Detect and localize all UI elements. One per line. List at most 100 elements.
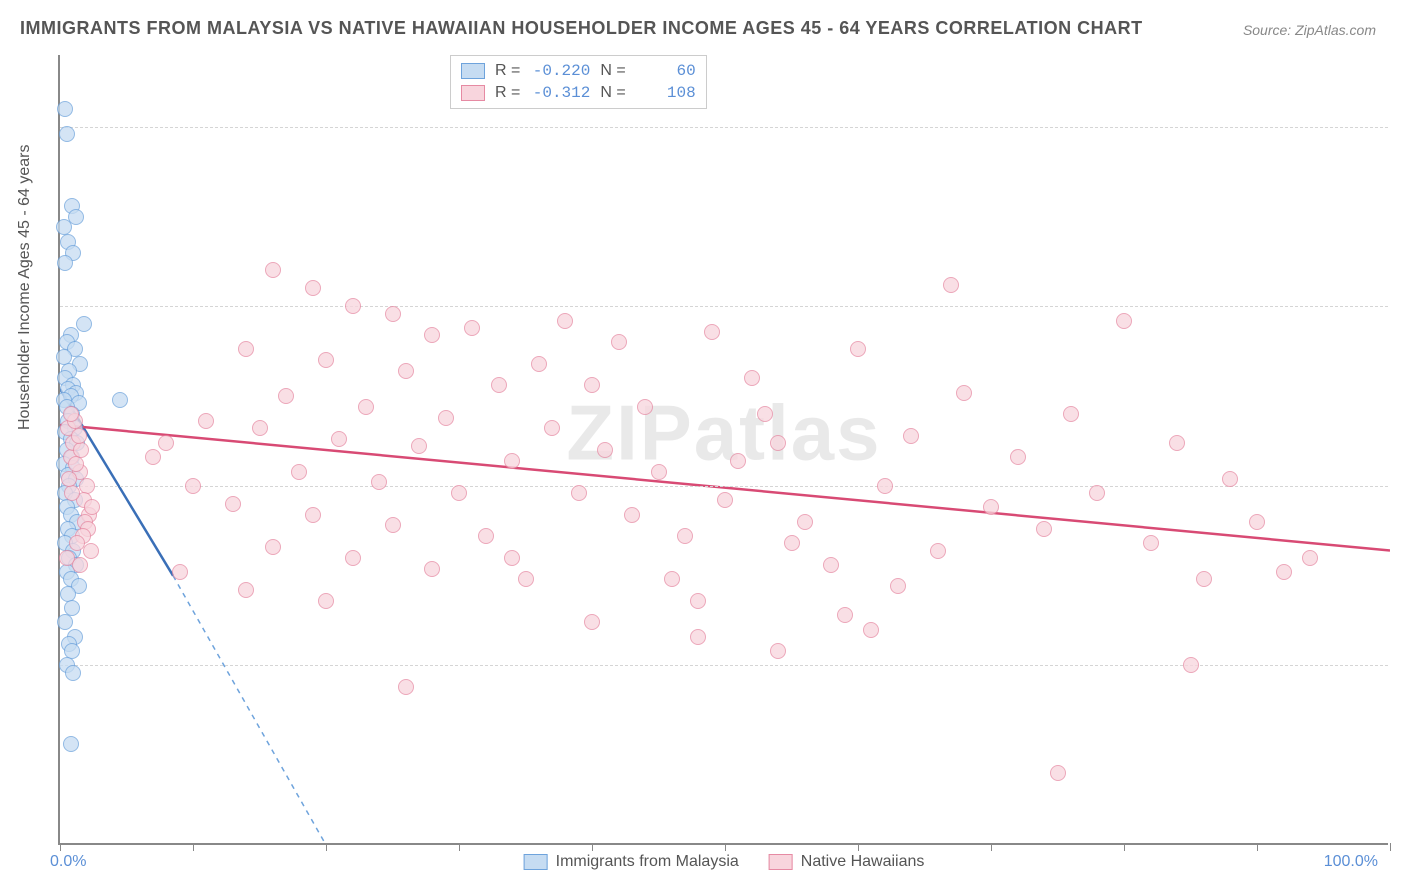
scatter-point (624, 507, 640, 523)
scatter-point (531, 356, 547, 372)
scatter-point (79, 478, 95, 494)
scatter-point (770, 435, 786, 451)
scatter-point (112, 392, 128, 408)
y-tick-label: $150,000 (1398, 297, 1406, 315)
legend-label: Native Hawaiians (801, 853, 925, 871)
scatter-point (238, 582, 254, 598)
scatter-point (544, 420, 560, 436)
scatter-point (890, 578, 906, 594)
scatter-point (597, 442, 613, 458)
scatter-point (518, 571, 534, 587)
scatter-point (690, 593, 706, 609)
scatter-point (770, 643, 786, 659)
gridline-h (60, 127, 1388, 128)
scatter-point (611, 334, 627, 350)
x-tick (459, 843, 460, 851)
scatter-point (797, 514, 813, 530)
scatter-point (305, 280, 321, 296)
source-attribution: Source: ZipAtlas.com (1243, 22, 1376, 38)
scatter-point (411, 438, 427, 454)
scatter-point (305, 507, 321, 523)
scatter-point (252, 420, 268, 436)
scatter-point (59, 126, 75, 142)
scatter-point (1116, 313, 1132, 329)
x-tick (1124, 843, 1125, 851)
scatter-point (651, 464, 667, 480)
scatter-point (1063, 406, 1079, 422)
scatter-point (65, 665, 81, 681)
scatter-point (358, 399, 374, 415)
chart-title: IMMIGRANTS FROM MALAYSIA VS NATIVE HAWAI… (20, 18, 1143, 39)
gridline-h (60, 306, 1388, 307)
series-legend: Immigrants from Malaysia Native Hawaiians (524, 853, 925, 871)
scatter-point (345, 550, 361, 566)
scatter-point (438, 410, 454, 426)
scatter-point (61, 471, 77, 487)
scatter-point (158, 435, 174, 451)
legend-item: Immigrants from Malaysia (524, 853, 739, 871)
y-tick-label: $50,000 (1398, 656, 1406, 674)
x-tick (991, 843, 992, 851)
scatter-point (557, 313, 573, 329)
scatter-point (903, 428, 919, 444)
stat-r-label: R = (495, 60, 520, 82)
scatter-point (225, 496, 241, 512)
scatter-point (584, 614, 600, 630)
scatter-point (63, 736, 79, 752)
stat-n-value: 108 (636, 82, 696, 104)
x-tick (1390, 843, 1391, 851)
stat-r-value: -0.312 (530, 82, 590, 104)
legend-swatch (461, 63, 485, 79)
gridline-h (60, 486, 1388, 487)
scatter-point (424, 327, 440, 343)
scatter-point (265, 539, 281, 555)
scatter-point (424, 561, 440, 577)
stat-n-label: N = (600, 82, 625, 104)
scatter-point (385, 306, 401, 322)
scatter-point (690, 629, 706, 645)
scatter-point (398, 363, 414, 379)
scatter-point (331, 431, 347, 447)
scatter-point (1276, 564, 1292, 580)
scatter-point (504, 453, 520, 469)
y-axis-title: Householder Income Ages 45 - 64 years (16, 145, 34, 431)
stat-n-value: 60 (636, 60, 696, 82)
scatter-point (704, 324, 720, 340)
scatter-point (345, 298, 361, 314)
scatter-point (318, 593, 334, 609)
scatter-point (956, 385, 972, 401)
scatter-point (1036, 521, 1052, 537)
x-tick (592, 843, 593, 851)
scatter-point (1169, 435, 1185, 451)
scatter-point (57, 255, 73, 271)
scatter-point (664, 571, 680, 587)
legend-swatch (769, 854, 793, 870)
x-tick (193, 843, 194, 851)
scatter-point (637, 399, 653, 415)
scatter-point (757, 406, 773, 422)
scatter-point (1050, 765, 1066, 781)
scatter-point (72, 557, 88, 573)
scatter-point (145, 449, 161, 465)
scatter-point (717, 492, 733, 508)
scatter-point (198, 413, 214, 429)
scatter-point (83, 543, 99, 559)
scatter-point (185, 478, 201, 494)
stat-r-label: R = (495, 82, 520, 104)
stat-r-value: -0.220 (530, 60, 590, 82)
scatter-point (1249, 514, 1265, 530)
scatter-point (837, 607, 853, 623)
y-tick-label: $100,000 (1398, 477, 1406, 495)
scatter-point (278, 388, 294, 404)
scatter-point (385, 517, 401, 533)
trend-lines-layer (60, 55, 1390, 845)
stats-row: R =-0.220N =60 (461, 60, 696, 82)
scatter-point (571, 485, 587, 501)
legend-label: Immigrants from Malaysia (556, 853, 739, 871)
scatter-point (57, 614, 73, 630)
scatter-point (238, 341, 254, 357)
scatter-point (491, 377, 507, 393)
scatter-point (172, 564, 188, 580)
scatter-point (57, 101, 73, 117)
scatter-point (1183, 657, 1199, 673)
